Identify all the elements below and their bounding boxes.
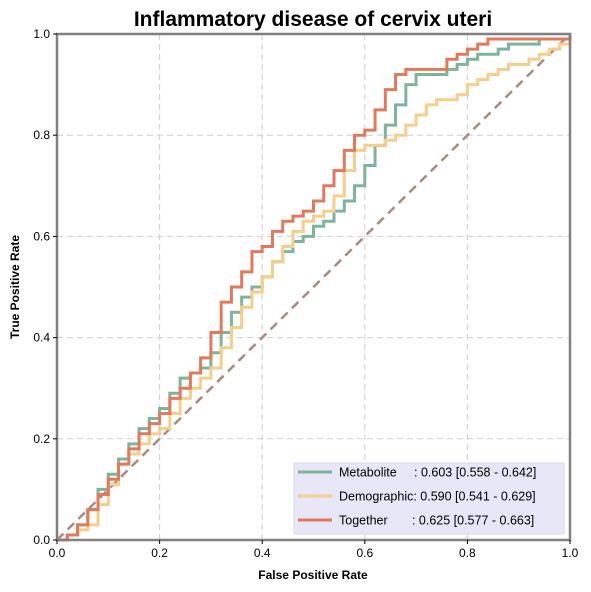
legend-label-metabolite: Metabolite : 0.603 [0.558 - 0.642] xyxy=(339,466,536,480)
y-tick-label-1: 0.2 xyxy=(33,432,50,446)
x-tick-label-0: 0.0 xyxy=(49,546,66,560)
chart-title: Inflammatory disease of cervix uteri xyxy=(134,8,492,31)
plot-frame xyxy=(55,32,572,542)
y-tick-label-2: 0.4 xyxy=(33,331,50,345)
y-axis-label: True Positive Rate xyxy=(8,235,22,339)
x-tick-label-2: 0.4 xyxy=(254,546,271,560)
reference-line xyxy=(56,33,571,541)
y-tick-label-5: 1.0 xyxy=(33,27,50,41)
x-axis-label: False Positive Rate xyxy=(258,568,368,582)
legend-label-demographic: Demographic: 0.590 [0.541 - 0.629] xyxy=(339,490,536,504)
x-tick-label-4: 0.8 xyxy=(459,546,476,560)
chance-diagonal-line xyxy=(56,33,571,541)
x-tick-label-3: 0.6 xyxy=(356,546,373,560)
ticks: 0.0 0.2 0.4 0.6 0.8 1.0 0.0 0.2 0.4 0.6 0.8 1.0 xyxy=(33,27,578,560)
x-tick-label-5: 1.0 xyxy=(562,546,579,560)
y-tick-label-4: 0.8 xyxy=(33,128,50,142)
y-tick-label-0: 0.0 xyxy=(33,533,50,547)
legend: Metabolite : 0.603 [0.558 - 0.642] Demogr… xyxy=(293,462,565,535)
x-tick-label-1: 0.2 xyxy=(151,546,168,560)
y-tick-label-3: 0.6 xyxy=(33,229,50,243)
legend-label-together: Together : 0.625 [0.577 - 0.663] xyxy=(339,514,534,528)
series-line-together xyxy=(57,34,572,542)
series-layer xyxy=(57,34,572,542)
series-line-demographic xyxy=(57,34,572,542)
legend-box xyxy=(293,462,565,535)
